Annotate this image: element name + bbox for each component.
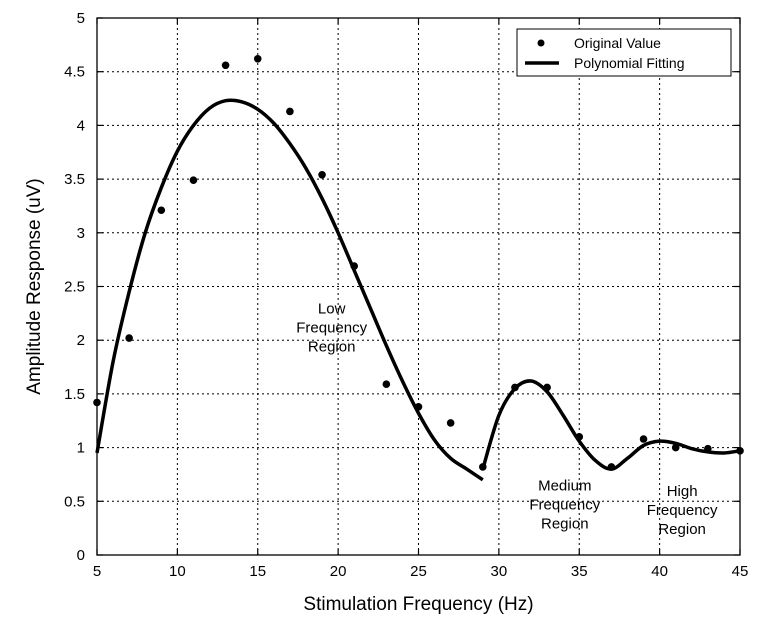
data-point [671, 443, 680, 452]
y-tick-label: 3.5 [64, 171, 85, 188]
annotation-line: Frequency [647, 502, 718, 519]
y-tick-label: 1.5 [64, 386, 85, 403]
y-tick-label: 4 [77, 117, 85, 134]
data-point [382, 380, 391, 389]
x-tick-label: 30 [491, 563, 508, 580]
grid [97, 18, 740, 555]
polynomial-fit-line [481, 379, 741, 471]
data-point [318, 171, 326, 179]
data-point [575, 433, 584, 441]
data-point [253, 55, 262, 63]
annotation-line: Region [658, 521, 706, 538]
x-tick-label: 10 [169, 563, 186, 580]
data-point [414, 402, 423, 411]
region-annotation: Low Frequency Region [296, 300, 367, 355]
x-tick-label: 25 [410, 563, 427, 580]
polynomial-fit-lines [95, 98, 741, 482]
y-tick-label: 3 [77, 225, 85, 242]
annotation-line: Region [308, 338, 356, 355]
region-annotation: Medium Frequency Region [529, 478, 600, 533]
x-tick-label: 45 [732, 563, 749, 580]
axes: 5 10 15 20 25 30 35 40 45 0 0.5 1 1.5 2 2.5 3 3.5 4 4.5 5 [64, 10, 748, 580]
x-tick-label: 40 [651, 563, 668, 580]
x-tick-label: 35 [571, 563, 588, 580]
x-tick-label: 5 [93, 563, 101, 580]
annotation-line: Region [541, 516, 589, 533]
annotation-line: Frequency [529, 497, 600, 514]
region-annotation: High Frequency Region [647, 483, 718, 538]
legend-box [516, 28, 732, 77]
x-tick-label: 20 [330, 563, 347, 580]
legend-marker-icon [537, 39, 545, 47]
original-value-points [93, 55, 744, 471]
y-tick-label: 1 [77, 440, 85, 457]
legend-label: Original Value [574, 35, 661, 51]
data-point [704, 444, 712, 453]
data-point [189, 176, 198, 184]
annotation-line: High [667, 483, 698, 500]
data-point [221, 61, 230, 70]
y-axis-title: Amplitude Response (uV) [24, 178, 45, 395]
data-point [157, 206, 166, 215]
data-point [350, 262, 359, 270]
data-point [639, 435, 648, 443]
y-tick-label: 2 [77, 332, 85, 349]
legend: Original Value Polynomial Fitting [516, 28, 732, 77]
data-point [479, 463, 487, 471]
region-annotations: LowFrequencyRegionMediumFrequencyRegionH… [296, 300, 718, 538]
data-point [93, 398, 101, 407]
x-axis-title: Stimulation Frequency (Hz) [303, 594, 533, 615]
polynomial-fit-line [95, 98, 484, 482]
data-point [125, 334, 133, 342]
data-point [286, 107, 294, 116]
annotation-line: Low [318, 300, 346, 317]
y-tick-label: 2.5 [64, 279, 85, 296]
y-tick-label: 5 [77, 10, 85, 27]
y-tick-label: 4.5 [64, 64, 85, 81]
x-tick-label: 15 [249, 563, 266, 580]
data-point [543, 383, 551, 392]
legend-label: Polynomial Fitting [574, 55, 685, 71]
y-tick-label: 0.5 [64, 493, 85, 510]
data-point [446, 419, 455, 427]
data-point [736, 447, 744, 455]
annotation-line: Medium [538, 478, 591, 495]
annotation-line: Frequency [296, 319, 367, 336]
data-point [607, 463, 616, 471]
y-tick-label: 0 [77, 547, 85, 564]
data-point [511, 383, 519, 392]
